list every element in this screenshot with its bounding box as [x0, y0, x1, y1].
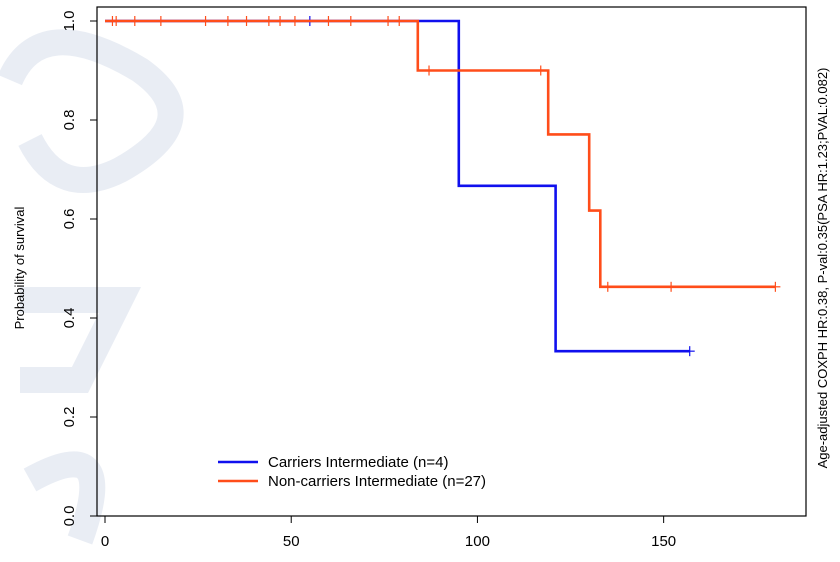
- censor-mark: [241, 16, 252, 26]
- y-axis: 0.0 0.2 0.4 0.6 0.8 1.0: [61, 11, 97, 527]
- censor-mark: [666, 281, 677, 292]
- series-layer: [105, 16, 781, 357]
- x-axis: 0 50 100 150: [101, 516, 676, 550]
- censor-mark: [275, 16, 286, 26]
- y-tick-label: 0.8: [61, 110, 78, 131]
- censor-mark: [424, 65, 435, 76]
- legend-label-noncarriers: Non-carriers Intermediate (n=27): [268, 473, 486, 490]
- y-tick-label: 0.4: [61, 308, 78, 329]
- censor-mark: [111, 16, 122, 26]
- censor-mark: [289, 16, 300, 26]
- censor-mark: [345, 16, 356, 26]
- legend-label-carriers: Carriers Intermediate (n=4): [268, 454, 448, 471]
- censor-mark: [323, 16, 334, 26]
- x-tick-label: 50: [283, 533, 300, 550]
- censor-mark: [200, 16, 211, 26]
- y-tick-label: 1.0: [61, 11, 78, 32]
- watermark: [0, 29, 184, 545]
- censor-mark: [394, 16, 405, 26]
- y-tick-label: 0.2: [61, 407, 78, 428]
- censor-mark: [155, 16, 166, 26]
- series-line-0: [105, 19, 690, 353]
- y-tick-label: 0.0: [61, 506, 78, 527]
- x-tick-label: 0: [101, 533, 109, 550]
- censor-mark: [602, 281, 613, 292]
- y-axis-label: Probability of survival: [12, 206, 27, 329]
- censor-mark: [222, 16, 233, 26]
- side-annotation: Age-adjusted COXPH HR:0.38, P-val:0.35(P…: [815, 68, 830, 469]
- censor-mark: [770, 281, 781, 292]
- y-tick-label: 0.6: [61, 209, 78, 230]
- censor-mark: [263, 16, 274, 26]
- censor-mark: [684, 346, 695, 357]
- censor-mark: [383, 16, 394, 26]
- series-line-1: [105, 19, 776, 289]
- x-tick-label: 150: [651, 533, 676, 550]
- x-tick-label: 100: [465, 533, 490, 550]
- legend: Carriers Intermediate (n=4) Non-carriers…: [218, 454, 486, 490]
- censor-mark: [535, 65, 546, 76]
- plot-frame: [96, 6, 807, 517]
- censor-mark: [129, 16, 140, 26]
